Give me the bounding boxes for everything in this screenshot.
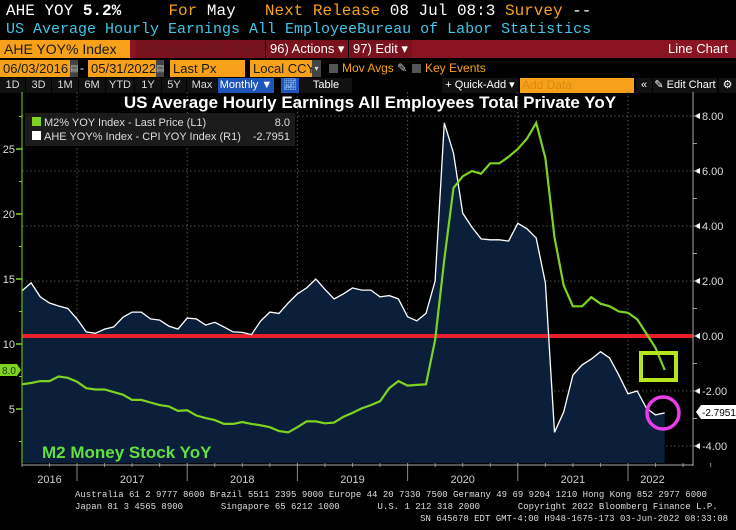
x-axis-label: 2022 — [640, 474, 664, 486]
key-events-label: Key Events — [425, 61, 486, 75]
highlight-square — [639, 351, 678, 382]
source: Bureau of Labor Statistics — [357, 21, 592, 38]
last-value-tag-right: -2.7951 — [696, 405, 736, 419]
legend-value-m2: 8.0 — [275, 117, 290, 129]
axes: 8.00 6.00 4.00 2.00 0.00 -2.00 -4.00 5 10 15 20 25 2… — [3, 92, 727, 486]
ahe-cpi-area — [21, 122, 665, 464]
edit-chart-label: Edit Chart — [666, 79, 716, 91]
legend-box — [25, 113, 295, 146]
survey-value: -- — [572, 2, 592, 20]
x-axis-label: 2018 — [230, 474, 254, 486]
legend: M2% YOY Index - Last Price (L1) 8.0 AHE … — [25, 113, 295, 146]
date-range-bar: 06/03/2016 ▤ - 05/31/2022 ▤ Last Px Loca… — [0, 60, 736, 77]
security-input[interactable]: AHE YOY% Index — [0, 40, 130, 58]
collapse-icon[interactable]: « — [636, 78, 652, 93]
footer-line-3: SN 645678 EDT GMT-4:00 H948-1675-173 03-… — [420, 514, 728, 524]
currency-select[interactable]: Local CCY — [250, 60, 315, 77]
right-axis-label: 0.00 — [702, 331, 723, 343]
left-axis-label: 10 — [3, 339, 15, 351]
legend-swatch-ahe — [32, 131, 41, 140]
line-chart-icon[interactable]: 📈︎ — [281, 78, 299, 93]
highlight-circle — [645, 395, 681, 431]
field-select[interactable]: Last Px — [170, 60, 245, 77]
footer: Australia 61 2 9777 8600 Brazil 5511 239… — [0, 489, 736, 525]
chart-toolbar: AHE YOY% Index 94) Suggested Charts 96) … — [0, 40, 736, 58]
m2-line — [21, 120, 666, 434]
period-ytd[interactable]: YTD — [106, 78, 134, 93]
chart-title: US Average Hourly Earnings All Employees… — [124, 93, 617, 112]
legend-label-m2: M2% YOY Index - Last Price (L1) — [44, 117, 206, 129]
actions-button[interactable]: 96) Actions ▾ — [265, 40, 349, 58]
period-3d[interactable]: 3D — [26, 78, 51, 93]
security-description: US Average Hourly Earnings All EmployeeB… — [6, 21, 591, 38]
last-value: 5.2% — [82, 2, 122, 20]
left-axis-label: 20 — [3, 209, 15, 221]
date-separator: - — [80, 61, 84, 75]
x-axis-label: 2020 — [450, 474, 474, 486]
period-1m[interactable]: 1M — [52, 78, 78, 93]
suggested-charts-button[interactable]: 94) Suggested Charts — [136, 40, 271, 58]
edit-button[interactable]: 97) Edit ▾ — [348, 40, 412, 58]
x-axis-label: 2021 — [561, 474, 585, 486]
ahe-cpi-line — [21, 122, 665, 433]
next-release-value: 08 Jul 08:3 — [389, 2, 496, 20]
left-axis-label: 15 — [3, 274, 15, 286]
chart-type-label: Line Chart — [668, 41, 728, 56]
left-axis-label: 25 — [3, 144, 15, 156]
mov-avgs-label: Mov Avgs — [342, 61, 394, 75]
period-max[interactable]: Max — [187, 78, 217, 93]
period-1y[interactable]: 1Y — [135, 78, 161, 93]
for-label: For — [168, 2, 198, 20]
footer-line-2: Japan 81 3 4565 8900 Singapore 65 6212 1… — [75, 502, 718, 512]
legend-value-ahe: -2.7951 — [253, 131, 290, 143]
mov-avgs-toggle[interactable]: Mov Avgs ✎ — [329, 60, 407, 77]
period-6m[interactable]: 6M — [79, 78, 105, 93]
last-value-right: -2.7951 — [702, 408, 736, 419]
chevron-down-icon[interactable]: ▾ — [312, 60, 321, 77]
x-axis-label: 2019 — [340, 474, 364, 486]
right-axis-label: 8.00 — [702, 111, 723, 123]
right-axis-label: 2.00 — [702, 276, 723, 288]
left-axis-label: 5 — [9, 404, 15, 416]
calendar-icon[interactable]: ▤ — [70, 60, 79, 77]
for-value: May — [206, 2, 236, 20]
last-value-left: 8.0 — [2, 366, 16, 377]
start-date-input[interactable]: 06/03/2016 — [0, 60, 70, 77]
period-5y[interactable]: 5Y — [162, 78, 186, 93]
x-axis-label: 2016 — [37, 474, 61, 486]
key-events-toggle[interactable]: Key Events — [412, 60, 486, 77]
last-value-tag-left: 8.0 — [0, 364, 21, 377]
frequency-select[interactable]: Monthly ▼ — [218, 78, 274, 93]
checkbox[interactable] — [329, 64, 338, 73]
footer-line-1: Australia 61 2 9777 8600 Brazil 5511 239… — [75, 490, 707, 500]
legend-label-ahe: AHE YOY% Index - CPI YOY Index (R1) — [44, 131, 241, 143]
right-axis-label: -4.00 — [702, 441, 727, 453]
description: US Average Hourly Earnings All Employee — [6, 21, 358, 38]
right-axis-label: -2.00 — [702, 386, 727, 398]
right-axis-label: 6.00 — [702, 166, 723, 178]
pencil-icon: ✎ — [654, 79, 664, 91]
m2-annotation: M2 Money Stock YoY — [42, 443, 212, 462]
pencil-icon[interactable]: ✎ — [397, 61, 408, 75]
period-1d[interactable]: 1D — [0, 78, 25, 93]
security-header: AHE YOY 5.2% For May Next Release 08 Jul… — [6, 2, 591, 20]
edit-chart-button[interactable]: ✎ Edit Chart — [653, 78, 717, 93]
right-axis-label: 4.00 — [702, 221, 723, 233]
add-data-input[interactable]: Add Data — [520, 78, 634, 93]
checkbox[interactable] — [412, 64, 421, 73]
quick-add-button[interactable]: + Quick-Add ▾ — [442, 78, 518, 93]
legend-swatch-m2 — [32, 117, 41, 126]
period-bar: 1D 3D 1M 6M YTD 1Y 5Y Max Monthly ▼ 📈︎ T… — [0, 78, 736, 93]
next-release-label: Next Release — [264, 2, 381, 20]
table-button[interactable]: Table — [300, 78, 352, 93]
end-date-input[interactable]: 05/31/2022 — [88, 60, 156, 77]
survey-label: Survey — [504, 2, 563, 20]
x-axis-label: 2017 — [120, 474, 144, 486]
ticker: AHE YOY — [6, 2, 74, 20]
calendar-icon[interactable]: ▤ — [156, 60, 165, 77]
gear-icon[interactable]: ⚙ — [719, 78, 736, 93]
